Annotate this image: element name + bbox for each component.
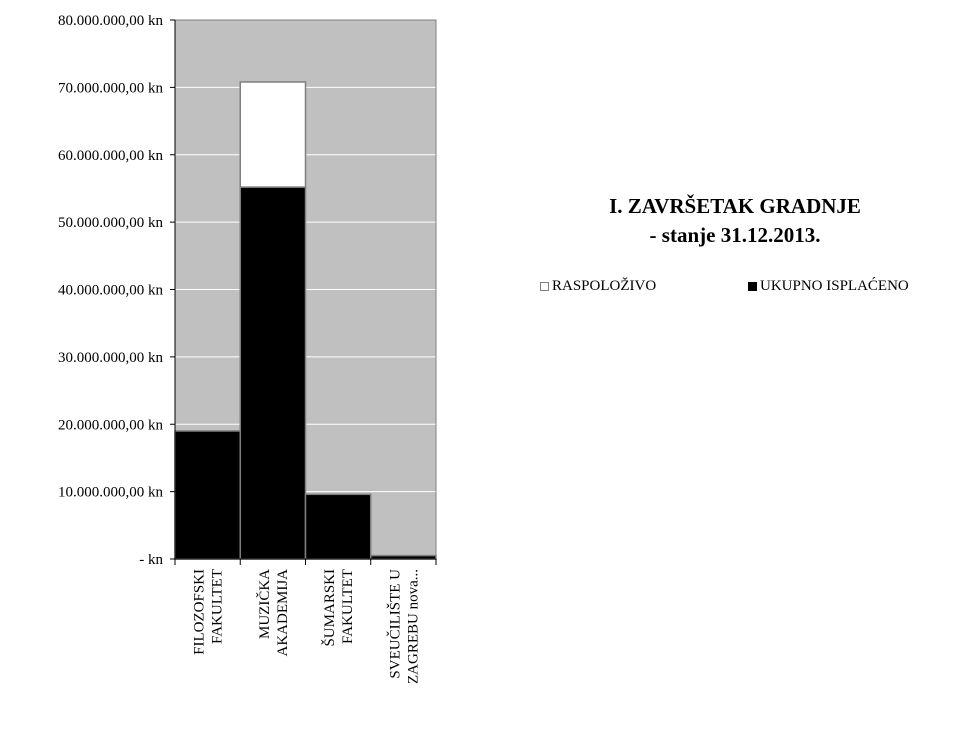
x-tick-label-line: AKADEMIJA	[275, 569, 291, 657]
x-tick-label: SVEUČILIŠTE U ZAGREBU nova...	[386, 569, 421, 684]
x-tick-label: MUZIČKA AKADEMIJA	[256, 569, 291, 657]
legend-item-raspolozivo: RASPOLOŽIVO	[540, 278, 656, 295]
x-tick-label-line: ŠUMARSKI	[321, 569, 338, 647]
y-tick-label: 60.000.000,00 kn	[58, 148, 164, 164]
y-tick-label: 10.000.000,00 kn	[58, 485, 164, 501]
bar-ukupno-ispla-eno-3	[370, 554, 437, 560]
chart-subtitle: - stanje 31.12.2013.	[649, 223, 821, 247]
legend-swatch-raspolozivo	[540, 282, 549, 291]
x-tick-label-line: FILOZOFSKI	[192, 569, 208, 655]
x-tick-label: ŠUMARSKI FAKULTET	[321, 569, 356, 647]
y-tick-label: 80.000.000,00 kn	[58, 13, 164, 29]
bar-ukupno-ispla-eno-1	[239, 186, 307, 560]
x-tick-label: FILOZOFSKI FAKULTET	[192, 569, 226, 655]
y-tick-label: 40.000.000,00 kn	[58, 283, 164, 299]
legend-swatch-ukupno-isplaceno	[748, 282, 757, 291]
x-tick-label-line: MUZIČKA	[256, 569, 273, 639]
x-tick-label-line: ZAGREBU nova...	[405, 569, 421, 684]
x-tick-label-line: SVEUČILIŠTE U	[386, 569, 403, 679]
chart-title-block: I. ZAVRŠETAK GRADNJE - stanje 31.12.2013…	[560, 192, 910, 250]
legend-label-ukupno-isplaceno: UKUPNO ISPLAĆENO	[760, 278, 909, 294]
y-tick-label: - kn	[139, 552, 163, 568]
bar-raspolo-ivo-1	[239, 81, 307, 188]
x-tick-label-line: FAKULTET	[340, 569, 356, 644]
legend-label-raspolozivo: RASPOLOŽIVO	[552, 278, 657, 294]
y-tick-label: 70.000.000,00 kn	[58, 80, 164, 96]
chart-title: I. ZAVRŠETAK GRADNJE	[609, 194, 861, 218]
y-tick-label: 30.000.000,00 kn	[58, 350, 164, 366]
x-tick-label-line: FAKULTET	[210, 569, 226, 644]
y-tick-label: 20.000.000,00 kn	[58, 417, 164, 433]
bar-ukupno-ispla-eno-2	[304, 493, 372, 560]
y-tick-label: 50.000.000,00 kn	[58, 215, 164, 231]
legend-item-ukupno-isplaceno: UKUPNO ISPLAĆENO	[748, 278, 909, 295]
bar-ukupno-ispla-eno-0	[174, 430, 241, 560]
